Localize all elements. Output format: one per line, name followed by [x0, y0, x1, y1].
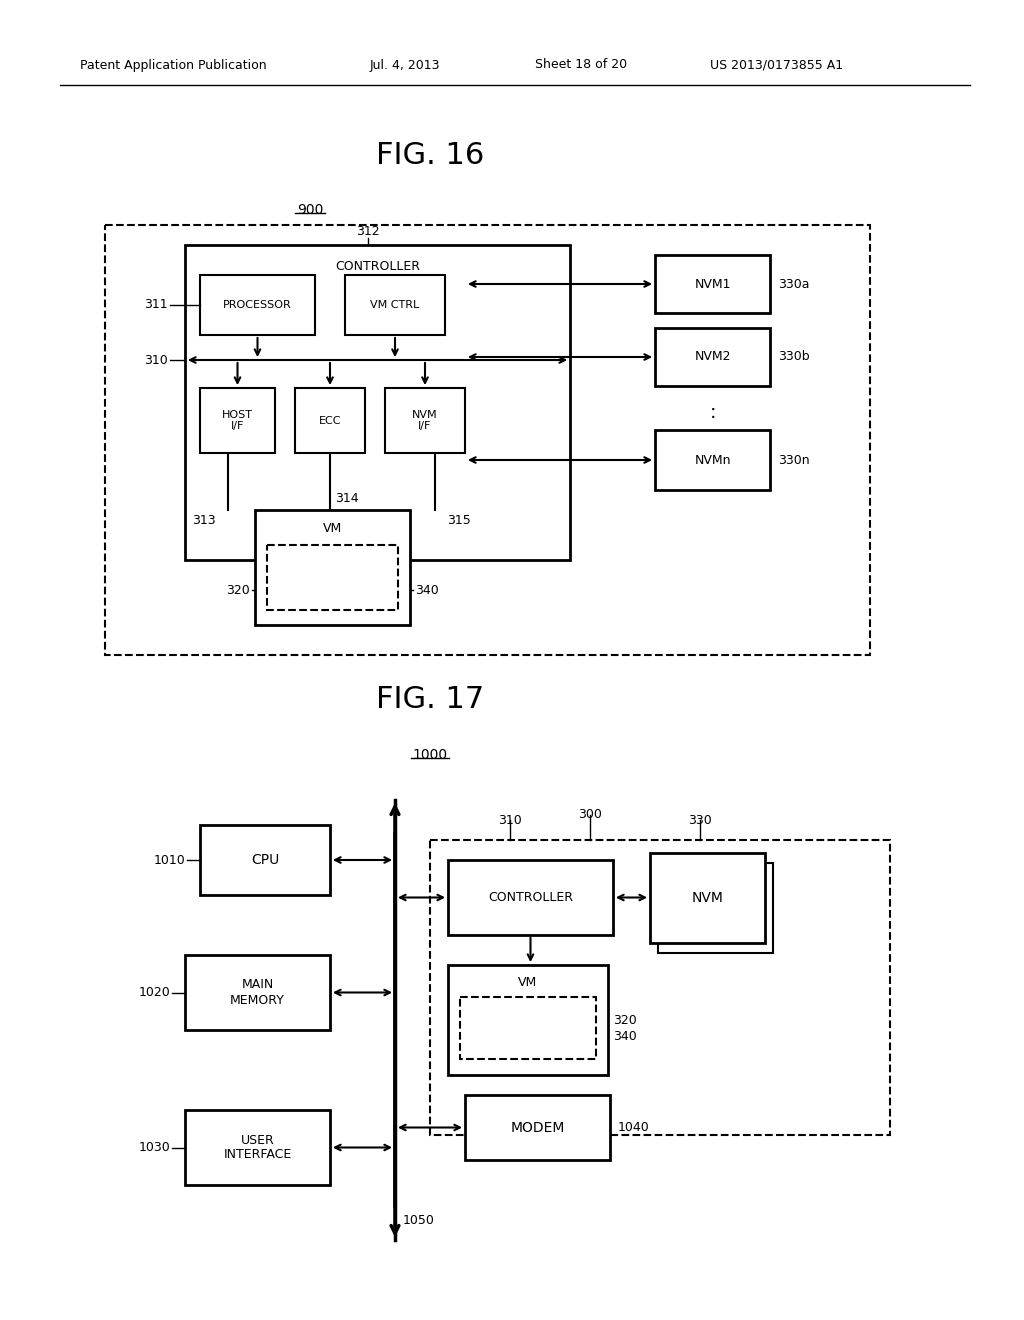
- Text: VM CTRL: VM CTRL: [371, 300, 420, 310]
- Bar: [655, 327, 770, 385]
- Text: CONTROLLER: CONTROLLER: [335, 260, 420, 273]
- Bar: [465, 1096, 610, 1160]
- Bar: [658, 863, 773, 953]
- Text: 1030: 1030: [138, 1140, 170, 1154]
- Bar: [295, 388, 365, 453]
- Text: Patent Application Publication: Patent Application Publication: [80, 58, 266, 71]
- Text: USER
INTERFACE: USER INTERFACE: [223, 1134, 292, 1162]
- Bar: [430, 840, 890, 1135]
- Text: ECC: ECC: [318, 416, 341, 425]
- Bar: [105, 224, 870, 655]
- Text: MAIN
MEMORY: MAIN MEMORY: [230, 978, 285, 1006]
- Text: 1020: 1020: [138, 986, 170, 999]
- Text: Jul. 4, 2013: Jul. 4, 2013: [370, 58, 440, 71]
- Text: 315: 315: [447, 513, 471, 527]
- Text: CPU: CPU: [251, 853, 280, 867]
- Text: NVM1: NVM1: [694, 277, 731, 290]
- Text: 1040: 1040: [618, 1121, 650, 1134]
- Text: VM: VM: [518, 977, 538, 990]
- Bar: [255, 510, 410, 624]
- Bar: [267, 545, 398, 610]
- Bar: [200, 275, 315, 335]
- Text: NVM: NVM: [691, 891, 723, 906]
- Text: US 2013/0173855 A1: US 2013/0173855 A1: [710, 58, 843, 71]
- Text: 320: 320: [226, 583, 250, 597]
- Bar: [385, 388, 465, 453]
- Bar: [185, 954, 330, 1030]
- Text: 310: 310: [144, 354, 168, 367]
- Text: PROCESSOR: PROCESSOR: [223, 300, 292, 310]
- Text: 330a: 330a: [778, 277, 810, 290]
- Text: 330n: 330n: [778, 454, 810, 466]
- Text: HOST
I/F: HOST I/F: [222, 409, 253, 432]
- Text: 320: 320: [613, 1014, 637, 1027]
- Text: NVMn: NVMn: [694, 454, 731, 466]
- Text: 340: 340: [613, 1031, 637, 1044]
- Text: NVM2: NVM2: [694, 351, 731, 363]
- Text: CONTROLLER: CONTROLLER: [488, 891, 573, 904]
- Text: 330b: 330b: [778, 351, 810, 363]
- Text: 1000: 1000: [413, 748, 447, 762]
- Bar: [650, 853, 765, 942]
- Bar: [449, 965, 608, 1074]
- Bar: [655, 430, 770, 490]
- Text: MODEM: MODEM: [510, 1121, 564, 1134]
- Bar: [200, 388, 275, 453]
- Text: Sheet 18 of 20: Sheet 18 of 20: [535, 58, 627, 71]
- Text: 312: 312: [355, 224, 379, 238]
- Bar: [185, 1110, 330, 1185]
- Text: FIG. 17: FIG. 17: [376, 685, 484, 714]
- Text: 313: 313: [191, 513, 215, 527]
- Bar: [449, 861, 613, 935]
- Text: 900: 900: [297, 203, 324, 216]
- Bar: [460, 997, 596, 1059]
- Bar: [655, 255, 770, 313]
- Bar: [185, 246, 570, 560]
- Text: 330: 330: [688, 813, 712, 826]
- Bar: [345, 275, 445, 335]
- Text: 311: 311: [144, 298, 168, 312]
- Text: 1010: 1010: [154, 854, 185, 866]
- Text: 310: 310: [498, 813, 522, 826]
- Text: 314: 314: [335, 491, 358, 504]
- Text: FIG. 16: FIG. 16: [376, 140, 484, 169]
- Text: 300: 300: [579, 808, 602, 821]
- Text: NVM
I/F: NVM I/F: [413, 409, 438, 432]
- Text: VM: VM: [323, 521, 342, 535]
- Bar: [200, 825, 330, 895]
- Text: 1050: 1050: [403, 1213, 435, 1226]
- Text: 340: 340: [415, 583, 438, 597]
- Text: :: :: [710, 404, 716, 422]
